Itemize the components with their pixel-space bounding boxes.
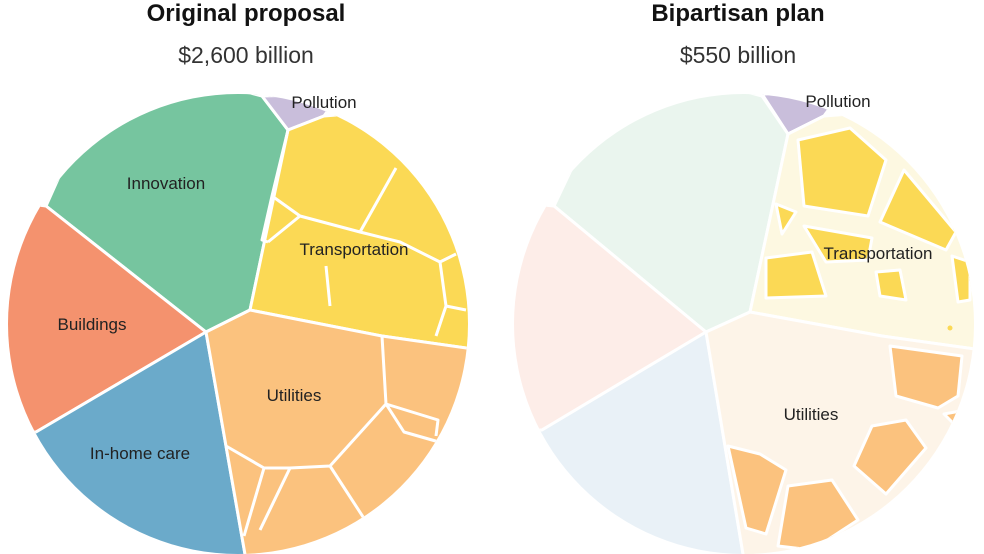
utilities-funded-cell <box>888 344 964 410</box>
chart-total: $550 billion <box>679 42 797 68</box>
bipartisan-plan-chart: Utilities Transportation Pollution <box>514 92 974 554</box>
label-pollution: Pollution <box>291 93 356 112</box>
utilities-funded-cell <box>776 478 860 552</box>
chart-total: $2,600 billion <box>178 42 314 68</box>
chart-title: Original proposal <box>146 0 346 27</box>
utilities-funded-cell <box>726 444 788 536</box>
chart-title: Bipartisan plan <box>651 0 825 27</box>
transportation-funded-cell <box>802 224 874 264</box>
original-proposal-chart: Innovation Buildings In-home care Utilit… <box>8 93 468 554</box>
label-transportation: Transportation <box>824 244 933 263</box>
utilities-funded-cell <box>852 418 928 496</box>
label-innovation: Innovation <box>127 174 205 193</box>
bipartisan-plan-panel: Bipartisan plan $550 billion <box>492 0 984 554</box>
label-pollution: Pollution <box>805 92 870 111</box>
transportation-funded-cell <box>796 126 888 218</box>
label-in-home-care: In-home care <box>90 444 190 463</box>
transportation-funded-cell <box>774 202 798 236</box>
transportation-funded-cell <box>764 250 828 300</box>
transportation-funded-dot <box>947 325 953 331</box>
label-utilities: Utilities <box>784 405 839 424</box>
label-buildings: Buildings <box>58 315 127 334</box>
transportation-cell-borders <box>260 129 467 337</box>
label-transportation: Transportation <box>300 240 409 259</box>
transportation-funded-cell <box>874 268 908 302</box>
utilities-cell-borders <box>225 335 461 541</box>
segment-utilities <box>204 308 468 554</box>
label-utilities: Utilities <box>267 386 322 405</box>
original-proposal-panel: Original proposal $2,600 billion Innovat… <box>8 0 468 554</box>
transportation-funded-cell <box>950 254 972 304</box>
